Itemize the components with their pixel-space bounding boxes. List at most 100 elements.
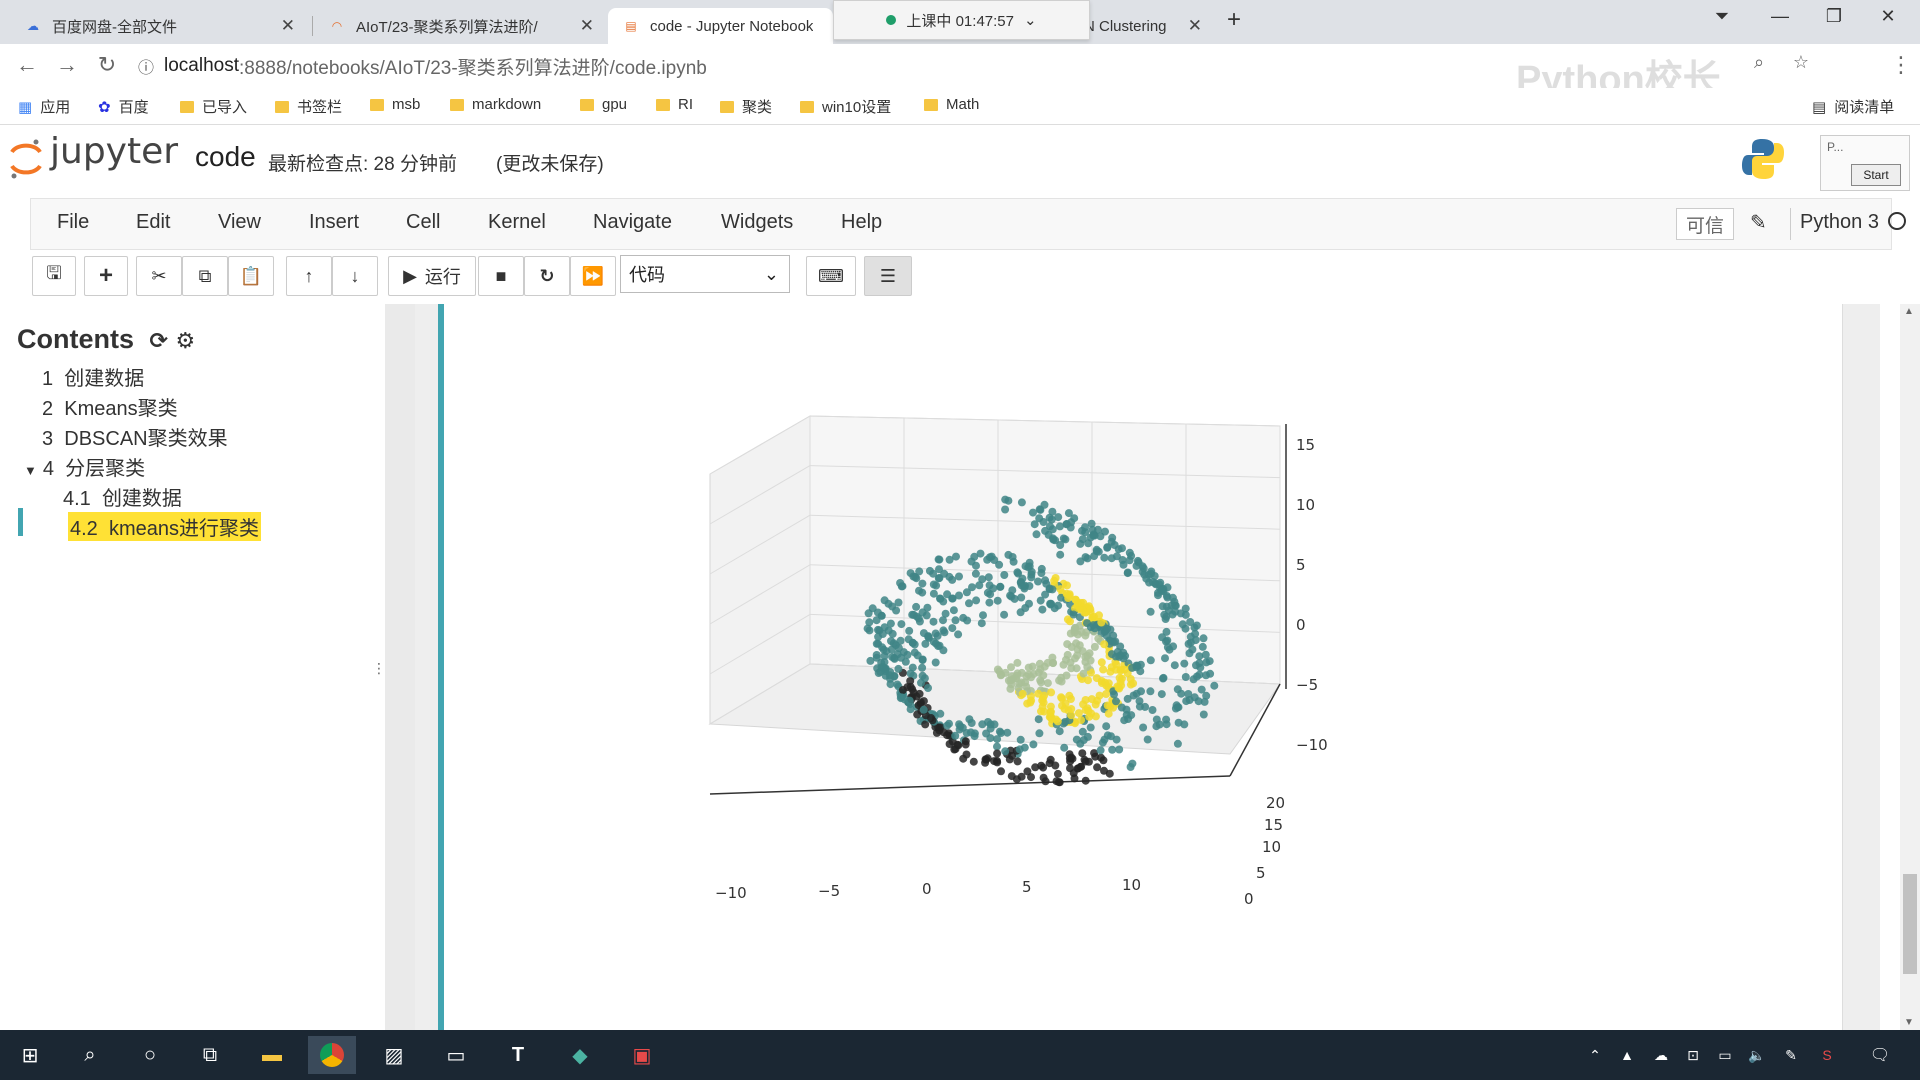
bookmark-ri[interactable]: RI <box>656 96 693 113</box>
save-icon: 🖫 <box>46 263 62 283</box>
bookmark-math[interactable]: Math <box>924 96 979 113</box>
tab-aiot-folder[interactable]: ◠ AIoT/23-聚类系列算法进阶/ ✕ <box>314 8 604 44</box>
data-point <box>984 718 992 726</box>
jupyter-wordmark[interactable]: jupyter <box>50 131 179 172</box>
reload-icon[interactable]: ↻ <box>97 52 117 77</box>
tab-code-notebook[interactable]: ▤ code - Jupyter Notebook <box>608 8 833 44</box>
gear-icon[interactable]: ⚙ <box>175 328 196 353</box>
zoom-icon[interactable]: ⌕ <box>1753 52 1765 72</box>
reading-list[interactable]: ▤ 阅读清单 <box>1812 98 1895 117</box>
menu-cell[interactable]: Cell <box>406 211 441 233</box>
toc-item-4[interactable]: ▼ 4 分层聚类 <box>24 458 146 480</box>
menu-insert[interactable]: Insert <box>309 211 360 233</box>
star-icon[interactable]: ☆ <box>1792 52 1810 72</box>
command-palette-button[interactable]: ⌨ <box>806 256 856 296</box>
refresh-icon[interactable]: ⟳ <box>149 328 168 353</box>
volume-icon[interactable]: 🔈 <box>1748 1046 1766 1063</box>
menu-navigate[interactable]: Navigate <box>593 211 672 233</box>
data-point <box>894 664 903 673</box>
restart-run-all-button[interactable]: ⏩ <box>570 256 616 296</box>
terminal-icon[interactable]: ▭ <box>446 1044 466 1067</box>
toc-item-1[interactable]: 1 创建数据 <box>42 368 145 390</box>
back-icon[interactable]: ← <box>16 52 38 77</box>
tab-baidu-pan[interactable]: ☁ 百度网盘-全部文件 ✕ <box>10 8 305 44</box>
tab-clustering[interactable]: N Clustering ✕ <box>1084 16 1202 35</box>
search-icon[interactable]: ⌕ <box>84 1043 96 1066</box>
toc-item-4-1[interactable]: 4.1 创建数据 <box>63 488 182 510</box>
tab-search-icon[interactable]: ⏷ <box>1714 6 1730 26</box>
chrome-icon[interactable] <box>308 1036 356 1074</box>
bookmark-imported[interactable]: 已导入 <box>180 96 247 117</box>
menu-file[interactable]: File <box>57 211 90 233</box>
scrollbar-thumb[interactable] <box>1903 874 1917 974</box>
trusted-indicator[interactable]: 可信 <box>1676 208 1734 240</box>
insert-cell-button[interactable]: + <box>84 256 128 296</box>
more-menu-icon[interactable]: ⋮ <box>1890 52 1912 77</box>
task-view-icon[interactable]: ⧉ <box>202 1043 218 1066</box>
toc-item-3[interactable]: 3 DBSCAN聚类效果 <box>42 428 228 450</box>
app-icon[interactable]: ▨ <box>384 1044 404 1067</box>
sogou-ime-icon[interactable]: S <box>1822 1047 1832 1063</box>
run-button[interactable]: ▶ 运行 <box>388 256 476 296</box>
pen-icon[interactable]: ✎ <box>1785 1046 1797 1063</box>
cortana-icon[interactable]: ○ <box>143 1043 157 1066</box>
close-tab-icon[interactable]: ✕ <box>280 16 295 35</box>
close-tab-icon[interactable]: ✕ <box>579 16 594 35</box>
collapse-caret-icon[interactable]: ▼ <box>24 463 37 478</box>
restore-button[interactable]: ❐ <box>1825 6 1843 26</box>
copy-button[interactable]: ⧉ <box>182 256 228 296</box>
new-tab-button[interactable]: + <box>1226 6 1241 33</box>
menu-view[interactable]: View <box>218 211 261 233</box>
play-icon: ▶ <box>403 265 417 286</box>
menu-widgets[interactable]: Widgets <box>721 211 794 233</box>
bookmark-apps[interactable]: ▦ 应用 <box>18 98 71 117</box>
bookmark-clustering[interactable]: 聚类 <box>720 96 772 117</box>
notification-center-icon[interactable]: 🗨 <box>1869 1047 1891 1064</box>
tray-expand-icon[interactable]: ⌃ <box>1589 1046 1601 1063</box>
tray-app-icon[interactable]: ▲ <box>1620 1047 1634 1063</box>
start-button[interactable]: Start <box>1851 164 1901 186</box>
paste-button[interactable]: 📋 <box>228 256 274 296</box>
toc-item-4-2[interactable]: 4.2 kmeans进行聚类 <box>68 512 261 541</box>
vertical-scrollbar[interactable]: ▲ ▼ <box>1900 304 1920 1030</box>
file-explorer-icon[interactable]: ▬ <box>262 1043 282 1066</box>
minimize-button[interactable]: — <box>1771 6 1789 26</box>
toc-item-2[interactable]: 2 Kmeans聚类 <box>42 398 178 420</box>
interrupt-button[interactable]: ■ <box>478 256 524 296</box>
close-window-button[interactable]: ✕ <box>1880 6 1896 26</box>
tray-app-2-icon[interactable]: ⊡ <box>1687 1046 1699 1063</box>
typora-icon[interactable]: T <box>511 1043 525 1066</box>
menu-kernel[interactable]: Kernel <box>488 211 546 233</box>
close-tab-icon[interactable]: ✕ <box>1187 16 1202 35</box>
url-field[interactable]: ⓘ localhost:8888/notebooks/AIoT/23-聚类系列算… <box>138 55 707 79</box>
move-down-button[interactable]: ↓ <box>332 256 378 296</box>
bookmark-markdown[interactable]: markdown <box>450 96 541 113</box>
restart-button[interactable]: ↻ <box>524 256 570 296</box>
bookmark-gpu[interactable]: gpu <box>580 96 627 113</box>
network-icon[interactable]: ▭ <box>1718 1046 1732 1063</box>
move-up-button[interactable]: ↑ <box>286 256 332 296</box>
resize-handle-icon[interactable]: ⋮ <box>372 660 386 676</box>
toc-toggle-button[interactable]: ☰ <box>864 256 912 296</box>
cloud-icon[interactable]: ☁ <box>1654 1046 1668 1063</box>
kernel-name[interactable]: Python 3 <box>1800 211 1879 233</box>
wps-pdf-icon[interactable]: ▣ <box>632 1044 652 1067</box>
bookmark-win10[interactable]: win10设置 <box>800 96 891 117</box>
scroll-down-icon[interactable]: ▼ <box>1904 1017 1914 1028</box>
menu-help[interactable]: Help <box>841 211 883 233</box>
cut-button[interactable]: ✂ <box>136 256 182 296</box>
app-icon-2[interactable]: ◆ <box>572 1044 588 1067</box>
jupyter-logo-icon[interactable] <box>8 136 44 180</box>
menu-edit[interactable]: Edit <box>136 211 171 233</box>
save-button[interactable]: 🖫 <box>32 256 76 296</box>
class-timer[interactable]: 上课中 01:47:57 ⌄ <box>833 0 1090 40</box>
bookmark-msb[interactable]: msb <box>370 96 420 113</box>
bookmark-bar-folder[interactable]: 书签栏 <box>275 96 342 117</box>
forward-icon[interactable]: → <box>56 52 78 77</box>
notebook-name[interactable]: code <box>195 141 256 172</box>
cell-type-select[interactable]: 代码 ⌄ <box>620 255 790 293</box>
data-point <box>1115 745 1124 754</box>
scroll-up-icon[interactable]: ▲ <box>1904 306 1914 317</box>
windows-start-icon[interactable]: ⊞ <box>21 1044 39 1067</box>
bookmark-baidu[interactable]: ✿ 百度 <box>98 98 149 117</box>
